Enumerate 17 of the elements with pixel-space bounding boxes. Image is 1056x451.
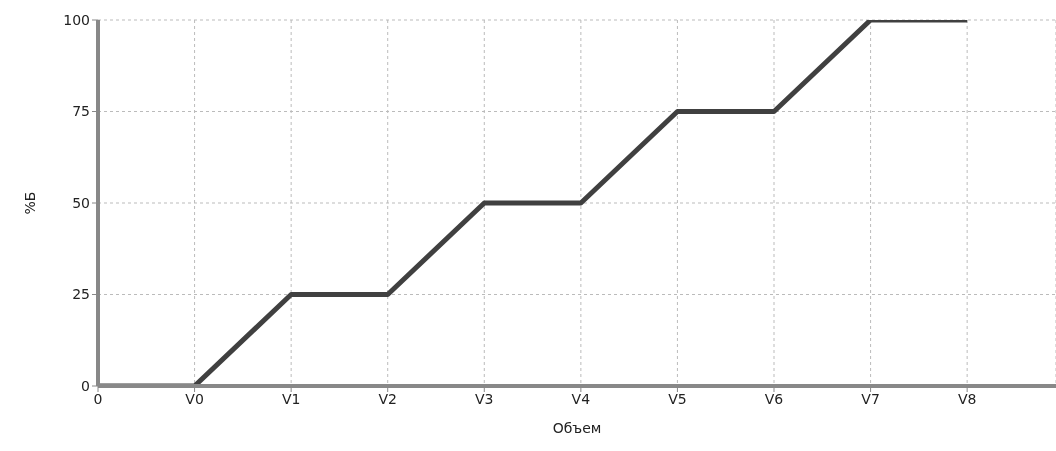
x-tick-label: V5 [668, 390, 687, 407]
x-tick-label: V0 [185, 390, 204, 407]
x-tick-label: V4 [571, 390, 591, 407]
x-tick-label: V7 [861, 390, 880, 407]
x-tick-label: V6 [764, 390, 784, 407]
y-tick-label: 50 [72, 194, 90, 211]
y-tick-label: 100 [63, 11, 90, 28]
y-tick-label: 0 [81, 377, 90, 394]
x-tick-label: 0 [93, 390, 103, 407]
x-tick-label: V3 [475, 390, 494, 407]
x-tick-label: V1 [281, 390, 301, 407]
y-axis-title: %Б [21, 191, 38, 215]
x-axis-title: Объем [552, 420, 602, 436]
y-tick-label: 75 [72, 103, 90, 120]
y-tick-label: 25 [72, 286, 90, 303]
x-tick-label: V2 [378, 390, 397, 407]
x-tick-label: V8 [957, 390, 977, 407]
